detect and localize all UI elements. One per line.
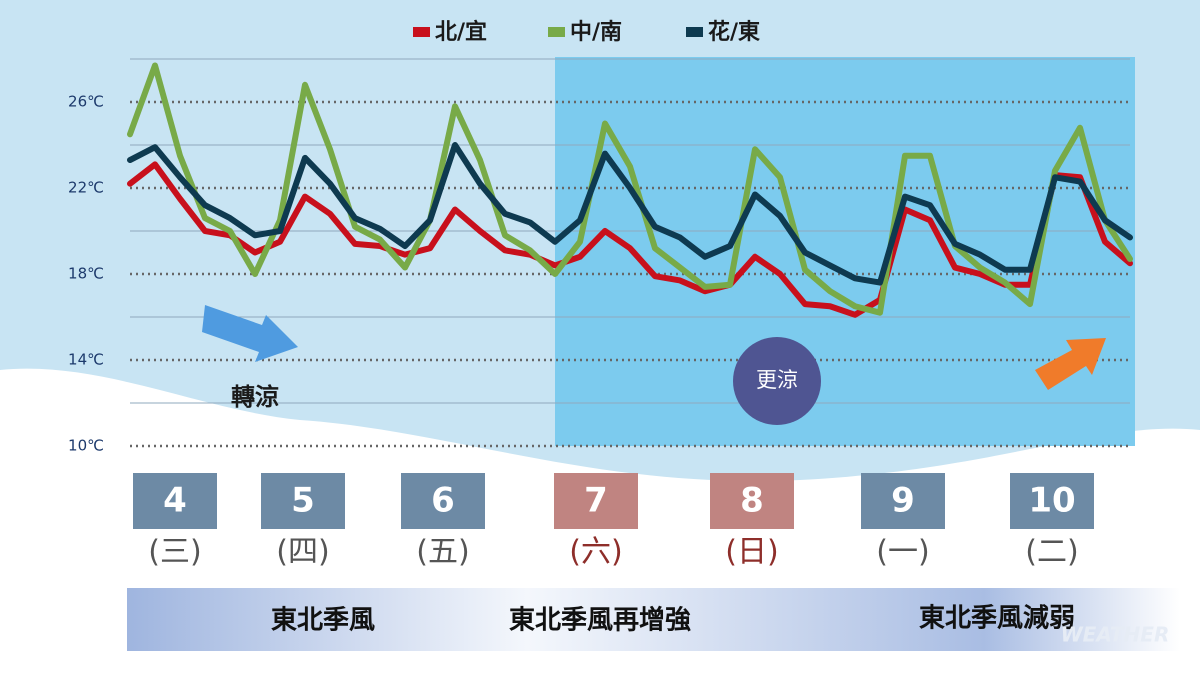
annotation: 更涼 [756, 368, 798, 392]
arrow-orange [1035, 338, 1106, 390]
day-weekday: (三) [148, 535, 201, 570]
day-weekday: (四) [276, 535, 329, 570]
legend-marker [686, 27, 703, 37]
decorations [127, 305, 1180, 651]
watermark: WEATHER [1061, 623, 1170, 647]
y-tick-label: 22℃ [68, 179, 104, 197]
series-line [127, 62, 1133, 316]
day-box [710, 473, 794, 529]
annotation: 轉涼 [231, 383, 279, 411]
legend-label: 中/南 [570, 20, 622, 45]
phase-band [127, 588, 527, 651]
day-weekday: (二) [1025, 535, 1078, 570]
y-tick-label: 10℃ [68, 437, 104, 455]
phase-label: 東北季風再增強 [509, 605, 691, 636]
phase-band [527, 588, 1180, 651]
phase-label: 東北季風 [271, 606, 375, 636]
annotation-circle [733, 337, 821, 425]
day-box [133, 473, 217, 529]
day-date: 10 [1028, 481, 1075, 521]
day-weekday: (六) [569, 535, 622, 570]
day-date: 8 [740, 481, 764, 521]
day-box [401, 473, 485, 529]
day-weekday: (五) [416, 535, 469, 570]
legend-label: 花/東 [708, 19, 760, 45]
legend-marker [413, 27, 430, 37]
phase-label: 東北季風減弱 [919, 604, 1075, 634]
arrow-blue [202, 305, 298, 362]
y-tick-label: 26℃ [68, 93, 104, 111]
y-tick-label: 18℃ [68, 265, 104, 283]
series-line [127, 142, 1133, 286]
day-date: 5 [291, 481, 315, 521]
y-tick-label: 14℃ [68, 351, 104, 369]
day-box [861, 473, 945, 529]
day-box [554, 473, 638, 529]
day-date: 4 [163, 481, 187, 521]
day-date: 9 [891, 481, 915, 521]
day-box [261, 473, 345, 529]
series-line [127, 161, 1133, 318]
day-date: 7 [584, 481, 608, 521]
day-weekday: (日) [725, 535, 778, 570]
legend-marker [548, 27, 565, 37]
day-weekday: (一) [876, 535, 929, 570]
legend-label: 北/宜 [435, 19, 487, 45]
day-date: 6 [431, 481, 455, 521]
day-box [1010, 473, 1094, 529]
